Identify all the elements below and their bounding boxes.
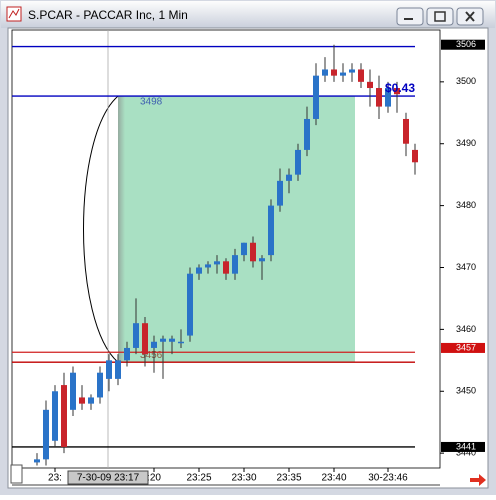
candle-body [340,72,346,76]
candle-body [223,261,229,274]
y-tick-label: 3470 [456,262,476,272]
candle-body [97,372,103,398]
plot: 3498 3456 $0.43 3440 3450 3460 3470 3480 3490 350… [12,30,485,485]
y-tick-label: 3490 [456,138,476,148]
x-tick-label: 23:35 [276,473,301,484]
x-tick-label: :20 [147,473,161,484]
candle-body [124,347,130,361]
candle-body [70,372,76,410]
scroll-right-arrow[interactable] [470,474,486,486]
candle-body [322,69,328,76]
maximize-glyph [434,11,446,22]
price-marker [441,441,485,452]
candle-body [133,323,139,348]
candle-body [313,75,319,119]
candle-body [115,360,121,379]
y-tick-label: 3500 [456,76,476,86]
cursor-label: 7-30-09 23:17 [77,473,140,484]
candle-body [367,81,373,89]
zone-arc [83,95,119,363]
candle-body [79,397,85,404]
price-marker [441,342,485,353]
zone-bottom-label: 3456 [140,350,163,361]
candle-body [394,88,400,95]
x-tick-label: 30-23:46 [368,473,408,484]
x-tick-label: 23:30 [231,473,256,484]
price-marker [441,39,485,50]
candle-body [106,360,112,379]
cursor-box [67,470,149,485]
y-tick-label: 3480 [456,200,476,210]
candle-body [232,255,238,274]
candle-body [61,385,67,447]
window-buttons [396,7,484,26]
maximize-button[interactable] [426,7,454,26]
candle-body [34,459,40,463]
price-marker-label: 3506 [456,39,476,49]
zone-top-label: 3498 [140,97,163,108]
candle-body [52,391,58,441]
candle-body [214,261,220,265]
candle-body [385,88,391,107]
gain-label: $0.43 [385,81,415,95]
candle-body [151,341,157,348]
window-icon [6,6,22,22]
candle-body [358,69,364,82]
y-tick-label: 3460 [456,324,476,334]
minimize-glyph [404,18,413,20]
price-marker-label: 3441 [456,441,476,451]
candle-body [268,205,274,256]
y-tick-label: 3450 [456,386,476,396]
window-title: S.PCAR - PACCAR Inc, 1 Min [28,8,188,22]
candle-body [187,273,193,336]
candle-body [169,338,175,342]
candle-body [205,264,211,268]
zone [118,96,355,363]
window-icon-glyph [8,8,20,19]
candle-body [331,69,337,76]
candle-body [88,397,94,404]
x-tick-label: 23:25 [186,473,211,484]
candle-body [304,118,310,150]
candle-body [178,341,184,344]
y-tick-label: 3440 [456,448,476,458]
scroll-box[interactable] [10,464,23,484]
candle-body [412,149,418,163]
candle-body [286,174,292,181]
candle-body [43,409,49,460]
x-tick-label: 23:40 [321,473,346,484]
candle-body [196,267,202,274]
candle-body [403,118,409,144]
candle-body [259,258,265,262]
candle-body [376,88,382,107]
candle-body [295,149,301,175]
candle-body [250,242,256,262]
close-glyph [465,11,475,22]
candle-body [142,323,148,355]
candle-body [349,69,355,73]
minimize-button[interactable] [396,7,424,26]
x-tick-label: 23: [48,473,62,484]
candle-body [241,242,247,256]
price-marker-label: 3457 [456,342,476,352]
zone-shadow [118,96,125,363]
candle-body [160,338,166,342]
candle-body [277,180,283,206]
